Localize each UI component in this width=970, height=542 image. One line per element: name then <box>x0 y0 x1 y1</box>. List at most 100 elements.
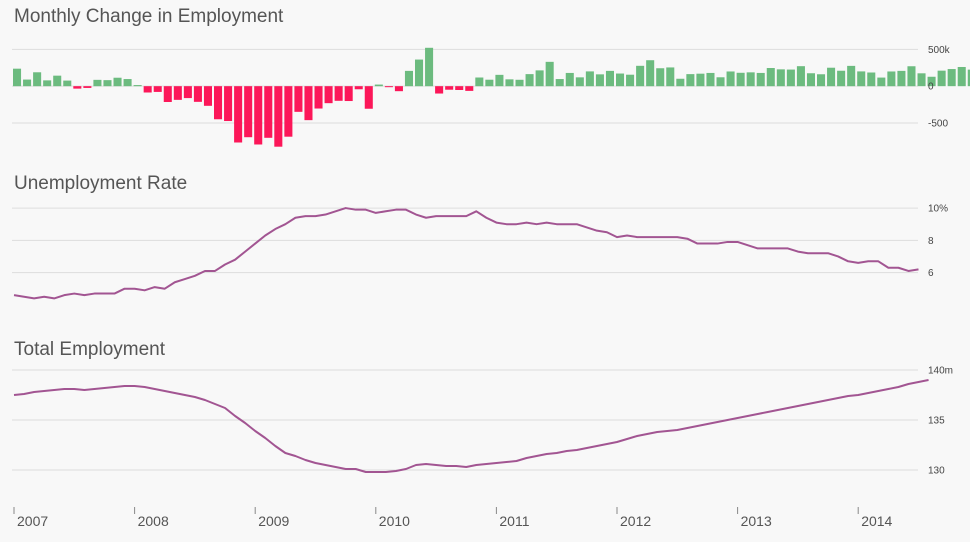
bar <box>585 71 594 87</box>
bar <box>646 60 655 87</box>
bar <box>565 72 574 87</box>
grid-layer <box>12 48 918 514</box>
bar <box>927 76 936 87</box>
bar <box>324 86 333 104</box>
y-tick-label: 140m <box>928 366 953 377</box>
bar <box>676 78 685 87</box>
bar <box>193 86 202 102</box>
bar <box>907 66 916 87</box>
series-line <box>13 379 929 473</box>
y-tick-label: 130 <box>928 466 945 477</box>
bar <box>455 86 464 90</box>
bar <box>214 86 223 120</box>
bar <box>425 47 434 87</box>
bar <box>183 86 192 99</box>
bar <box>776 69 785 87</box>
bar <box>173 86 182 100</box>
chart-title-total-employment: Total Employment <box>14 339 166 360</box>
bar <box>304 86 313 121</box>
chart-title-monthly-change: Monthly Change in Employment <box>14 6 284 27</box>
bar <box>686 74 695 87</box>
bar <box>364 86 373 109</box>
bar <box>203 86 212 106</box>
bar <box>716 77 725 87</box>
bar <box>23 79 32 87</box>
bar <box>897 70 906 87</box>
bar <box>857 71 866 87</box>
series-line <box>13 207 919 300</box>
bar <box>224 86 233 122</box>
bar <box>877 77 886 87</box>
bar <box>796 66 805 87</box>
bar <box>766 68 775 87</box>
bar <box>696 73 705 87</box>
bar <box>234 86 243 143</box>
bar <box>616 73 625 87</box>
bar <box>113 77 122 87</box>
bar <box>334 86 343 101</box>
x-tick-label: 2007 <box>17 513 48 529</box>
y-tick-label: 135 <box>928 416 945 427</box>
bar <box>867 72 876 87</box>
y-tick-label: -500 <box>928 118 948 129</box>
bar <box>294 86 303 112</box>
bar <box>133 85 142 87</box>
bar <box>264 86 273 138</box>
bar <box>274 86 283 147</box>
bar <box>143 86 152 93</box>
bar <box>404 70 413 87</box>
bar <box>967 69 970 87</box>
bar <box>756 72 765 87</box>
bar <box>535 70 544 87</box>
bar <box>736 72 745 87</box>
bar <box>847 65 856 87</box>
bar <box>63 80 72 87</box>
bar <box>83 86 92 88</box>
bar <box>806 73 815 87</box>
bar <box>153 86 162 92</box>
bar <box>525 74 534 87</box>
bar <box>314 86 323 109</box>
chart-title-unemployment-rate: Unemployment Rate <box>14 173 188 194</box>
bar <box>93 79 102 87</box>
bar <box>505 79 514 87</box>
bar <box>605 70 614 87</box>
y-tick-label: 500k <box>928 45 951 56</box>
labels-layer: 500k 0 -500 10% 8 6 140m 135 130 2007 2008 2009 2010… <box>17 45 953 529</box>
x-tick-label: 2013 <box>741 513 772 529</box>
marks-layer <box>13 47 970 473</box>
bar <box>244 86 253 138</box>
bar <box>485 79 494 87</box>
x-tick-label: 2012 <box>620 513 651 529</box>
bar <box>465 86 474 91</box>
bar <box>706 72 715 87</box>
bar <box>435 86 444 94</box>
bar <box>666 67 675 87</box>
bar <box>656 68 665 87</box>
bar <box>595 74 604 87</box>
bar <box>837 70 846 87</box>
y-tick-label: 10% <box>928 204 948 215</box>
x-tick-label: 2010 <box>379 513 410 529</box>
bar <box>374 84 383 87</box>
bar <box>545 61 554 87</box>
bar <box>515 79 524 87</box>
bar <box>43 80 52 87</box>
x-tick-label: 2014 <box>861 513 892 529</box>
y-tick-label: 6 <box>928 268 934 279</box>
x-tick-label: 2011 <box>499 513 529 529</box>
bar <box>957 66 966 87</box>
x-tick-label: 2009 <box>258 513 289 529</box>
y-tick-label: 0 <box>928 82 934 93</box>
bar <box>937 70 946 87</box>
bar <box>123 79 132 87</box>
bar <box>13 68 22 87</box>
bar <box>284 86 293 137</box>
bar <box>786 69 795 87</box>
bar <box>73 86 82 89</box>
bar <box>575 77 584 87</box>
bar <box>917 73 926 87</box>
bar <box>475 77 484 87</box>
bar <box>254 86 263 145</box>
